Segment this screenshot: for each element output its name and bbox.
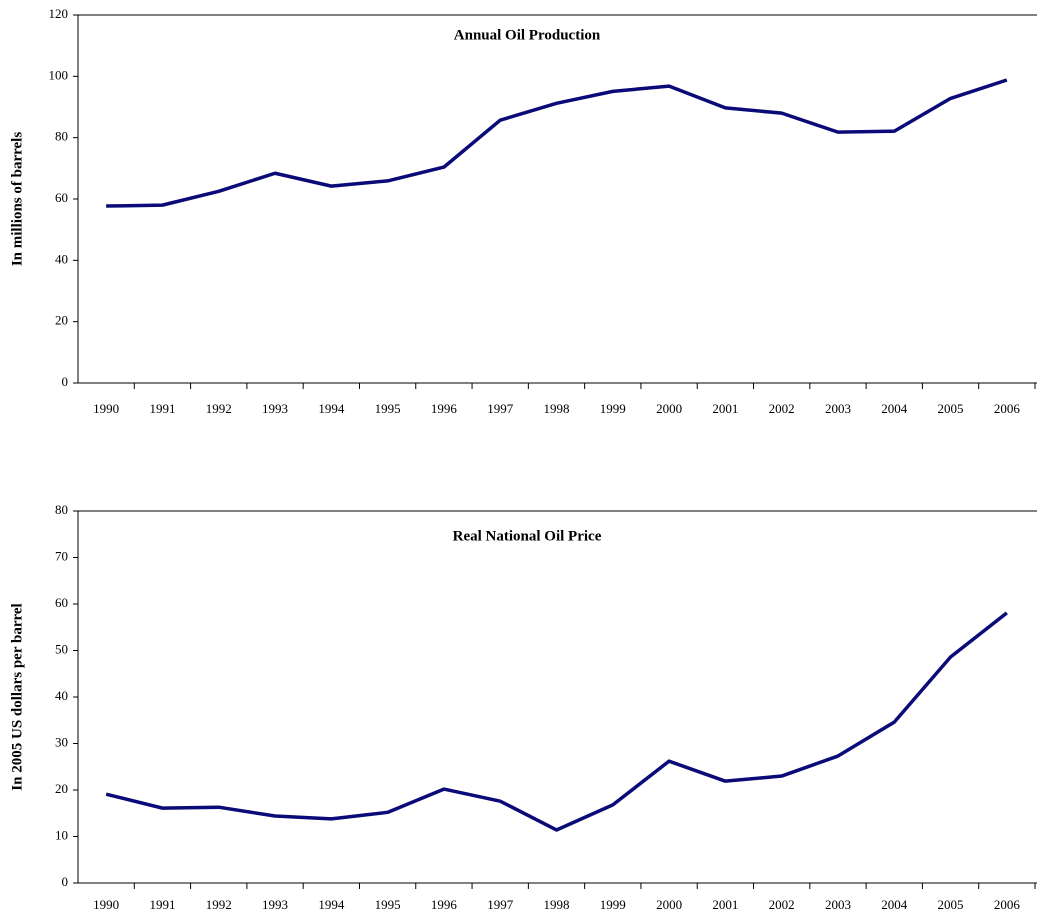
y-tick-label: 70 [55, 548, 68, 563]
x-tick-label: 1991 [149, 897, 175, 912]
x-tick-label: 2006 [994, 897, 1021, 912]
x-tick-label: 1999 [600, 401, 626, 416]
y-tick-label: 60 [55, 190, 68, 205]
y-tick-label: 20 [55, 781, 68, 796]
x-tick-label: 2001 [712, 401, 738, 416]
chart-title: Real National Oil Price [453, 528, 602, 544]
y-tick-label: 60 [55, 595, 68, 610]
x-tick-label: 2001 [712, 897, 738, 912]
x-tick-label: 2003 [825, 401, 851, 416]
x-tick-label: 2006 [994, 401, 1021, 416]
x-tick-label: 2000 [656, 897, 682, 912]
x-tick-label: 2000 [656, 401, 682, 416]
x-tick-label: 1993 [262, 897, 288, 912]
x-tick-label: 1990 [93, 401, 119, 416]
x-tick-label: 1998 [544, 897, 570, 912]
x-tick-label: 1990 [93, 897, 119, 912]
x-tick-label: 2002 [769, 897, 795, 912]
x-tick-label: 1995 [375, 897, 401, 912]
y-tick-label: 10 [55, 827, 68, 842]
x-tick-label: 1995 [375, 401, 401, 416]
x-tick-label: 1992 [206, 897, 232, 912]
x-tick-label: 2002 [769, 401, 795, 416]
y-tick-label: 80 [55, 129, 68, 144]
x-tick-label: 1999 [600, 897, 626, 912]
x-tick-label: 1994 [318, 401, 345, 416]
x-tick-label: 2004 [881, 401, 908, 416]
x-tick-label: 1997 [487, 401, 514, 416]
y-tick-label: 40 [55, 688, 68, 703]
x-tick-label: 1998 [544, 401, 570, 416]
x-tick-label: 2005 [938, 401, 964, 416]
y-axis-label: In millions of barrels [9, 132, 25, 266]
y-tick-label: 80 [55, 502, 68, 517]
chart-title: Annual Oil Production [454, 27, 601, 43]
x-tick-label: 1994 [318, 897, 345, 912]
y-tick-label: 100 [49, 67, 69, 82]
y-tick-label: 120 [49, 6, 69, 21]
y-tick-label: 40 [55, 251, 68, 266]
x-tick-label: 1992 [206, 401, 232, 416]
x-tick-label: 2003 [825, 897, 851, 912]
x-tick-label: 1996 [431, 897, 458, 912]
line-series [105, 611, 1008, 832]
y-tick-label: 50 [55, 641, 68, 656]
y-tick-label: 20 [55, 313, 68, 328]
line-series [106, 78, 1008, 208]
x-tick-label: 2005 [938, 897, 964, 912]
y-axis-label: In 2005 US dollars per barrel [9, 603, 25, 790]
y-tick-label: 30 [55, 734, 68, 749]
y-tick-label: 0 [62, 874, 69, 889]
x-tick-label: 2004 [881, 897, 908, 912]
x-tick-label: 1997 [487, 897, 514, 912]
x-tick-label: 1991 [149, 401, 175, 416]
x-tick-label: 1993 [262, 401, 288, 416]
y-tick-label: 0 [62, 374, 69, 389]
x-tick-label: 1996 [431, 401, 458, 416]
